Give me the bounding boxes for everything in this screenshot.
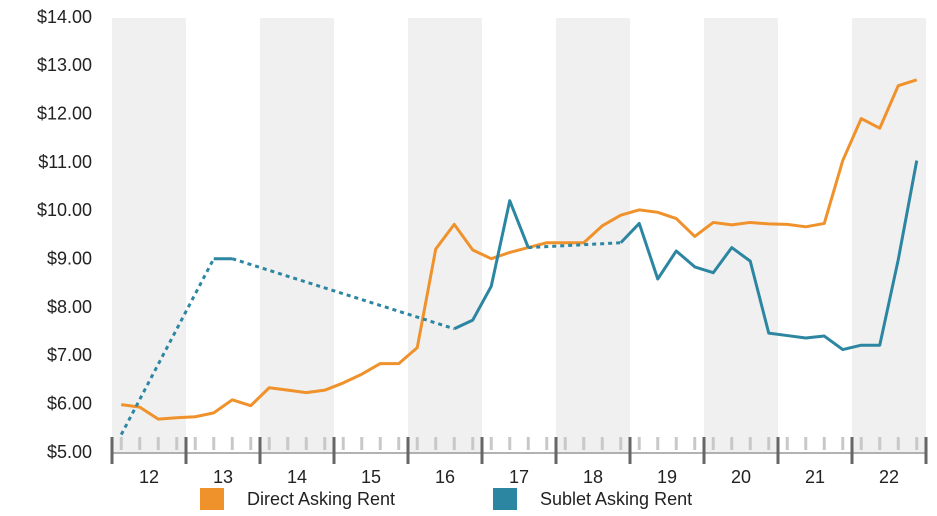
legend-swatch	[493, 488, 517, 510]
x-tick-label: 18	[583, 467, 603, 487]
x-tick-label: 16	[435, 467, 455, 487]
y-tick-label: $10.00	[37, 200, 92, 220]
x-tick-label: 17	[509, 467, 529, 487]
x-tick-label: 21	[805, 467, 825, 487]
y-tick-label: $9.00	[47, 248, 92, 268]
x-tick-label: 14	[287, 467, 307, 487]
year-band	[852, 18, 926, 453]
x-tick-label: 22	[879, 467, 899, 487]
y-tick-label: $13.00	[37, 55, 92, 75]
year-band	[260, 18, 334, 453]
y-tick-label: $5.00	[47, 442, 92, 462]
y-tick-label: $12.00	[37, 103, 92, 123]
x-tick-label: 19	[657, 467, 677, 487]
legend-label: Direct Asking Rent	[247, 489, 395, 509]
y-tick-label: $7.00	[47, 345, 92, 365]
y-tick-label: $11.00	[38, 152, 92, 172]
y-tick-label: $14.00	[37, 7, 92, 27]
x-tick-label: 13	[213, 467, 233, 487]
y-tick-label: $6.00	[47, 393, 92, 413]
series-line	[453, 199, 530, 331]
gap-connector	[231, 257, 455, 331]
x-tick-label: 15	[361, 467, 381, 487]
gap-connector	[119, 258, 216, 436]
year-band	[112, 18, 186, 453]
legend-swatch	[200, 488, 224, 510]
series-line	[121, 78, 918, 421]
series-line	[619, 160, 919, 352]
legend-label: Sublet Asking Rent	[540, 489, 692, 509]
year-band	[704, 18, 778, 453]
x-tick-label: 20	[731, 467, 751, 487]
y-tick-label: $8.00	[47, 297, 92, 317]
x-tick-label: 12	[139, 467, 159, 487]
